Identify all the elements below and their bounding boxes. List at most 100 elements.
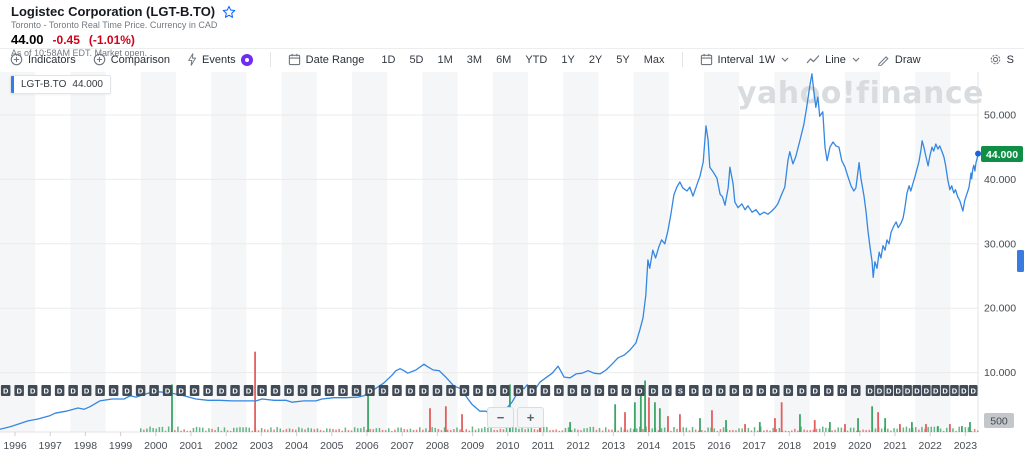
- range-button-3m[interactable]: 3M: [466, 53, 483, 66]
- dividend-marker[interactable]: [810, 385, 821, 396]
- dividend-marker[interactable]: [68, 385, 78, 396]
- dividend-marker[interactable]: [500, 385, 510, 396]
- indicators-button[interactable]: Indicators: [10, 53, 76, 66]
- range-button-ytd[interactable]: YTD: [525, 53, 548, 66]
- draw-button[interactable]: Draw: [877, 53, 921, 66]
- dividend-marker[interactable]: [608, 385, 618, 396]
- dividend-marker[interactable]: [959, 385, 969, 396]
- dividend-marker[interactable]: [230, 385, 240, 396]
- settings-button[interactable]: S: [989, 53, 1014, 66]
- dividend-marker[interactable]: [365, 385, 375, 396]
- dividend-marker[interactable]: [893, 385, 903, 396]
- dividend-marker[interactable]: [108, 385, 119, 396]
- chart-type-select[interactable]: Line: [806, 54, 860, 66]
- dividend-marker[interactable]: [824, 385, 834, 396]
- volume-bar: [301, 428, 303, 432]
- dividend-marker[interactable]: [432, 385, 443, 396]
- dividend-marker[interactable]: [135, 385, 146, 396]
- dividend-marker[interactable]: [405, 385, 416, 396]
- dividend-marker[interactable]: [922, 385, 931, 396]
- dividend-marker[interactable]: [351, 385, 362, 396]
- dividend-marker[interactable]: [122, 385, 132, 396]
- dividend-marker[interactable]: [743, 385, 753, 396]
- dividend-marker[interactable]: [648, 385, 659, 396]
- dividend-marker[interactable]: [729, 385, 740, 396]
- dividend-marker[interactable]: [216, 385, 227, 396]
- dividend-marker[interactable]: [527, 385, 537, 396]
- dividend-marker[interactable]: [635, 385, 645, 396]
- dividend-marker[interactable]: [581, 385, 591, 396]
- dividend-marker[interactable]: [419, 385, 429, 396]
- dividend-marker[interactable]: [81, 385, 92, 396]
- dividend-marker[interactable]: [716, 385, 726, 396]
- dividend-marker[interactable]: [689, 385, 699, 396]
- range-button-1m[interactable]: 1M: [437, 53, 453, 66]
- comparison-button[interactable]: Comparison: [93, 53, 170, 66]
- dividend-marker[interactable]: [257, 385, 267, 396]
- events-button[interactable]: Events: [187, 53, 253, 66]
- dividend-marker[interactable]: [912, 385, 922, 396]
- dividend-marker[interactable]: [392, 385, 402, 396]
- dividend-marker[interactable]: [41, 385, 51, 396]
- dividend-marker[interactable]: [931, 385, 940, 396]
- dividend-marker[interactable]: [149, 385, 159, 396]
- range-button-1y[interactable]: 1Y: [561, 53, 575, 66]
- dividend-marker[interactable]: [770, 385, 780, 396]
- dividend-marker[interactable]: [865, 385, 875, 396]
- dividend-marker[interactable]: [203, 385, 213, 396]
- dividend-marker[interactable]: [903, 385, 912, 396]
- dividend-marker[interactable]: [567, 385, 578, 396]
- dividend-marker[interactable]: [176, 385, 186, 396]
- dividend-marker[interactable]: [243, 385, 254, 396]
- range-button-6m[interactable]: 6M: [496, 53, 512, 66]
- dividend-marker[interactable]: [14, 385, 24, 396]
- dividend-marker[interactable]: [884, 385, 894, 396]
- dividend-marker[interactable]: [594, 385, 605, 396]
- dividend-marker[interactable]: [540, 385, 551, 396]
- dividend-marker[interactable]: [875, 385, 884, 396]
- dividend-marker[interactable]: [473, 385, 483, 396]
- dividend-marker[interactable]: [338, 385, 348, 396]
- dividend-marker[interactable]: [95, 385, 105, 396]
- dividend-marker[interactable]: [297, 385, 308, 396]
- dividend-marker[interactable]: [702, 385, 713, 396]
- range-button-2y[interactable]: 2Y: [588, 53, 603, 66]
- dividend-marker[interactable]: [950, 385, 959, 396]
- dividend-marker[interactable]: [189, 385, 200, 396]
- dividend-marker[interactable]: [940, 385, 950, 396]
- dividend-marker[interactable]: [797, 385, 807, 396]
- range-button-1d[interactable]: 1D: [381, 53, 396, 66]
- dividend-marker[interactable]: [662, 385, 672, 396]
- dividend-marker[interactable]: [554, 385, 564, 396]
- dividend-marker[interactable]: [162, 385, 173, 396]
- dividend-marker[interactable]: [0, 385, 11, 396]
- dividend-marker[interactable]: [54, 385, 65, 396]
- dividend-marker[interactable]: [968, 385, 978, 396]
- dividend-marker[interactable]: [621, 385, 632, 396]
- dividend-marker[interactable]: [311, 385, 321, 396]
- dividend-marker[interactable]: [756, 385, 767, 396]
- dividend-marker[interactable]: [486, 385, 497, 396]
- range-button-max[interactable]: Max: [643, 53, 665, 66]
- zoom-out-button[interactable]: −: [487, 407, 514, 428]
- range-button-5d[interactable]: 5D: [409, 53, 424, 66]
- zoom-in-button[interactable]: +: [517, 407, 544, 428]
- dividend-marker[interactable]: [446, 385, 456, 396]
- dividend-marker[interactable]: [851, 385, 861, 396]
- date-range-button[interactable]: Date Range: [288, 53, 364, 66]
- range-button-5y[interactable]: 5Y: [616, 53, 630, 66]
- dividend-marker[interactable]: [513, 385, 524, 396]
- dividend-marker[interactable]: [270, 385, 281, 396]
- volume-bar: [663, 427, 666, 432]
- interval-select[interactable]: Interval 1W: [700, 53, 790, 66]
- volume-bar: [729, 430, 731, 432]
- dividend-marker[interactable]: [837, 385, 848, 396]
- watchlist-star-icon[interactable]: [222, 5, 236, 19]
- dividend-marker[interactable]: [378, 385, 389, 396]
- dividend-marker[interactable]: [324, 385, 335, 396]
- split-marker[interactable]: [675, 385, 686, 396]
- dividend-marker[interactable]: [27, 385, 38, 396]
- dividend-marker[interactable]: [459, 385, 470, 396]
- dividend-marker[interactable]: [284, 385, 294, 396]
- dividend-marker[interactable]: [783, 385, 794, 396]
